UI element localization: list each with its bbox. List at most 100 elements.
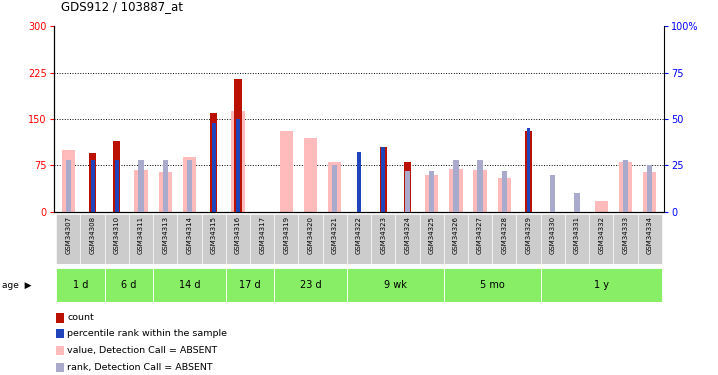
Bar — [304, 138, 317, 212]
Text: GSM34313: GSM34313 — [162, 216, 168, 254]
Text: GSM34320: GSM34320 — [307, 216, 314, 254]
Bar — [444, 268, 541, 302]
Text: GSM34319: GSM34319 — [284, 216, 289, 254]
Bar — [473, 170, 487, 212]
Bar — [516, 214, 541, 264]
Text: 1 d: 1 d — [73, 280, 88, 290]
Text: GSM34314: GSM34314 — [187, 216, 192, 254]
Bar — [498, 178, 511, 212]
Text: GSM34323: GSM34323 — [381, 216, 386, 254]
Bar — [444, 214, 468, 264]
Bar — [129, 214, 153, 264]
Bar — [55, 363, 64, 372]
Bar — [425, 175, 438, 212]
Bar — [380, 147, 387, 212]
Bar — [80, 214, 105, 264]
Bar — [468, 214, 493, 264]
Bar — [134, 170, 148, 212]
Bar — [62, 150, 75, 212]
Bar — [105, 268, 153, 302]
Bar — [115, 160, 118, 212]
Bar — [177, 214, 202, 264]
Text: percentile rank within the sample: percentile rank within the sample — [67, 329, 228, 338]
Bar — [153, 214, 177, 264]
Bar — [55, 346, 64, 355]
Text: GSM34311: GSM34311 — [138, 216, 144, 254]
Bar — [139, 160, 144, 212]
Bar — [234, 79, 241, 212]
Bar — [55, 329, 64, 338]
Bar — [541, 268, 662, 302]
Bar — [90, 160, 95, 212]
Bar — [396, 214, 419, 264]
Bar — [647, 165, 652, 212]
Bar — [347, 268, 444, 302]
Bar — [187, 160, 192, 212]
Text: GSM34321: GSM34321 — [332, 216, 337, 254]
Text: GSM34308: GSM34308 — [90, 216, 95, 254]
Bar — [162, 160, 168, 212]
Bar — [328, 162, 342, 212]
Bar — [541, 214, 565, 264]
Bar — [322, 214, 347, 264]
Text: rank, Detection Call = ABSENT: rank, Detection Call = ABSENT — [67, 363, 213, 372]
Bar — [405, 171, 410, 212]
Bar — [550, 175, 556, 212]
Bar — [371, 214, 396, 264]
Text: 23 d: 23 d — [299, 280, 322, 290]
Text: GSM34326: GSM34326 — [453, 216, 459, 254]
Text: GSM34325: GSM34325 — [429, 216, 434, 254]
Text: 17 d: 17 d — [239, 280, 261, 290]
Bar — [212, 123, 215, 212]
Text: GSM34316: GSM34316 — [235, 216, 241, 254]
Text: GSM34333: GSM34333 — [623, 216, 628, 254]
Bar — [574, 194, 579, 212]
Bar — [202, 214, 225, 264]
Bar — [449, 169, 462, 212]
Bar — [453, 160, 459, 212]
Bar — [525, 132, 532, 212]
Bar — [526, 128, 531, 212]
Text: 9 wk: 9 wk — [384, 280, 407, 290]
Bar — [274, 268, 347, 302]
Bar — [153, 268, 225, 302]
Text: GSM34328: GSM34328 — [501, 216, 508, 254]
Bar — [357, 153, 361, 212]
Text: 14 d: 14 d — [179, 280, 200, 290]
Bar — [381, 147, 385, 212]
Text: GSM34324: GSM34324 — [404, 216, 411, 254]
Text: GSM34315: GSM34315 — [210, 216, 217, 254]
Bar — [56, 214, 80, 264]
Bar — [225, 268, 274, 302]
Text: GSM34331: GSM34331 — [574, 216, 580, 254]
Bar — [419, 214, 444, 264]
Bar — [623, 160, 628, 212]
Bar — [347, 214, 371, 264]
Text: GSM34307: GSM34307 — [65, 216, 71, 254]
Text: 6 d: 6 d — [121, 280, 136, 290]
Text: GSM34310: GSM34310 — [114, 216, 120, 254]
Bar — [502, 171, 507, 212]
Bar — [113, 141, 121, 212]
Bar — [231, 111, 245, 212]
Text: GSM34327: GSM34327 — [477, 216, 483, 254]
Bar — [183, 158, 196, 212]
Text: GSM34332: GSM34332 — [598, 216, 604, 254]
Bar — [250, 214, 274, 264]
Text: count: count — [67, 314, 94, 322]
Bar — [477, 160, 482, 212]
Text: value, Detection Call = ABSENT: value, Detection Call = ABSENT — [67, 346, 218, 355]
Bar — [105, 214, 129, 264]
Bar — [159, 172, 172, 212]
Bar — [89, 153, 96, 212]
Text: GSM34330: GSM34330 — [550, 216, 556, 254]
Text: GSM34329: GSM34329 — [526, 216, 531, 254]
Bar — [225, 214, 250, 264]
Text: GSM34334: GSM34334 — [647, 216, 653, 254]
Text: age  ▶: age ▶ — [2, 280, 32, 290]
Text: GDS912 / 103887_at: GDS912 / 103887_at — [61, 0, 183, 13]
Bar — [299, 214, 322, 264]
Bar — [56, 268, 105, 302]
Bar — [493, 214, 516, 264]
Bar — [274, 214, 299, 264]
